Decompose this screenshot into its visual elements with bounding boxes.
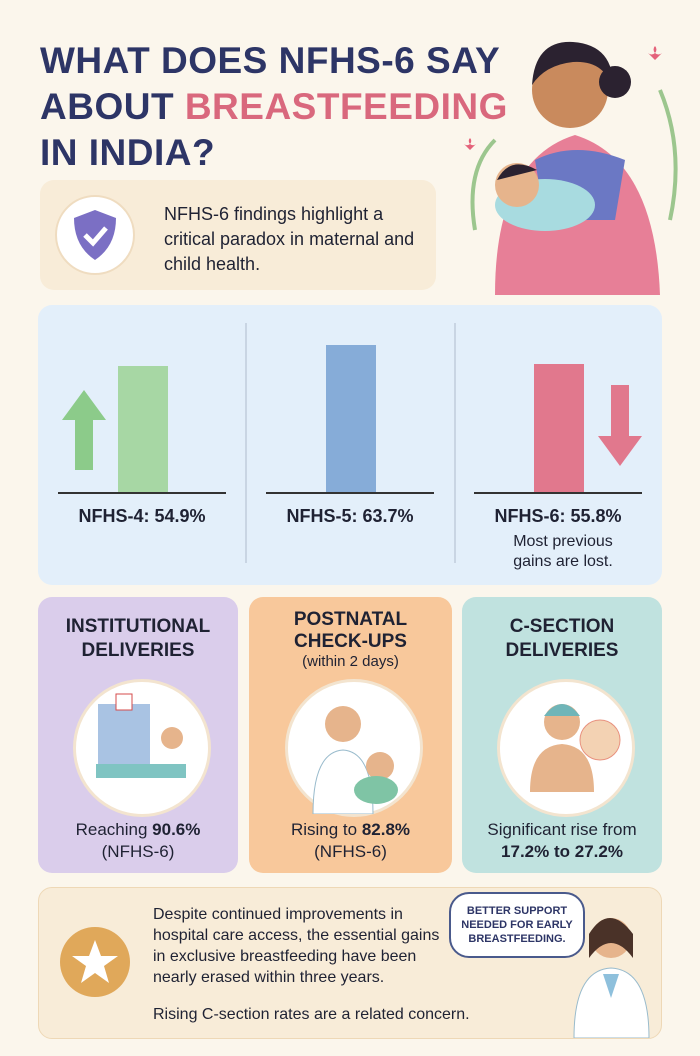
arrow-stem <box>75 420 93 470</box>
illustration <box>285 679 423 817</box>
body-tail: (NFHS-6) <box>101 842 175 861</box>
title-part: ABOUT <box>40 86 175 127</box>
value-label: NFHS-6: 55.8% <box>494 506 622 526</box>
body-text: Reaching <box>75 820 148 839</box>
arrow-up <box>62 390 106 420</box>
baseline <box>474 492 642 494</box>
title-line: ABOUT BREASTFEEDING <box>40 84 508 130</box>
card-title: POSTNATAL CHECK-UPS <box>293 609 408 652</box>
value-label: NFHS-4: 54.9% <box>78 506 206 526</box>
bar <box>534 363 584 492</box>
card-body: Significant rise from 17.2% to 27.2% <box>462 819 662 863</box>
shield-icon <box>55 195 135 275</box>
arrow-down <box>598 436 642 466</box>
body-bold: 90.6% <box>152 820 201 839</box>
card-body: Reaching 90.6% (NFHS-6) <box>38 819 238 863</box>
arrow-stem <box>611 385 629 437</box>
card-subtitle: (within 2 days) <box>302 653 399 670</box>
body-bold: 82.8% <box>361 820 411 839</box>
body-text: Significant rise from <box>487 820 637 839</box>
illustration <box>497 679 635 817</box>
baseline <box>58 492 226 494</box>
footer-note: Rising C-section rates are a related con… <box>153 1006 470 1023</box>
value-label: NFHS-5: 63.7% <box>286 506 414 526</box>
card-body: Rising to 82.8% (NFHS-6) <box>249 819 452 863</box>
intro-box: NFHS-6 findings highlight a critical par… <box>40 180 436 290</box>
title-highlight: BREASTFEEDING <box>184 86 508 127</box>
card-title: C-SECTION DELIVERIES <box>505 616 619 661</box>
bar <box>326 345 376 492</box>
card: INSTITUTIONAL DELIVERIES Reaching 90.6% (… <box>38 597 238 873</box>
doctor-illustration <box>573 918 650 1038</box>
illustration <box>73 679 211 817</box>
intro-text: NFHS-6 findings highlight a critical par… <box>164 204 415 274</box>
card: C-SECTION DELIVERIES Significant rise fr… <box>462 597 662 873</box>
baseline <box>266 492 434 494</box>
mother-illustration <box>464 41 678 295</box>
speech-bubble: BETTER SUPPORT NEEDED FOR EARLY BREASTFE… <box>449 892 585 958</box>
card-title: INSTITUTIONAL DELIVERIES <box>65 616 211 661</box>
title-line: IN INDIA? <box>40 132 216 173</box>
title-line: WHAT DOES NFHS-6 SAY <box>40 40 501 81</box>
star-icon <box>60 927 130 997</box>
body-tail: (NFHS-6) <box>314 842 387 861</box>
card: POSTNATAL CHECK-UPS (within 2 days) Risi… <box>249 597 452 873</box>
divider <box>454 323 456 563</box>
footer-text: Despite continued improvements in hospit… <box>153 906 440 986</box>
body-bold: 17.2% to 27.2% <box>501 842 623 861</box>
note: Most previous gains are lost. <box>513 533 613 570</box>
body-text: Rising to <box>290 820 358 839</box>
title: WHAT DOES NFHS-6 SAY ABOUT BREASTFEEDING… <box>40 38 508 176</box>
divider <box>245 323 247 563</box>
bar <box>118 365 168 492</box>
trend-panel: NFHS-4: 54.9% NFHS-5: 63.7% NFHS-6: 55.8% M… <box>38 305 662 585</box>
footer-box: Despite continued improvements in hospit… <box>38 887 662 1039</box>
